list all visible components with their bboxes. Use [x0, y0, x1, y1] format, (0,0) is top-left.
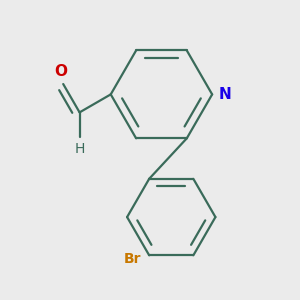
Text: N: N — [219, 87, 232, 102]
Text: H: H — [74, 142, 85, 156]
Text: Br: Br — [124, 252, 141, 266]
Text: O: O — [54, 64, 67, 79]
